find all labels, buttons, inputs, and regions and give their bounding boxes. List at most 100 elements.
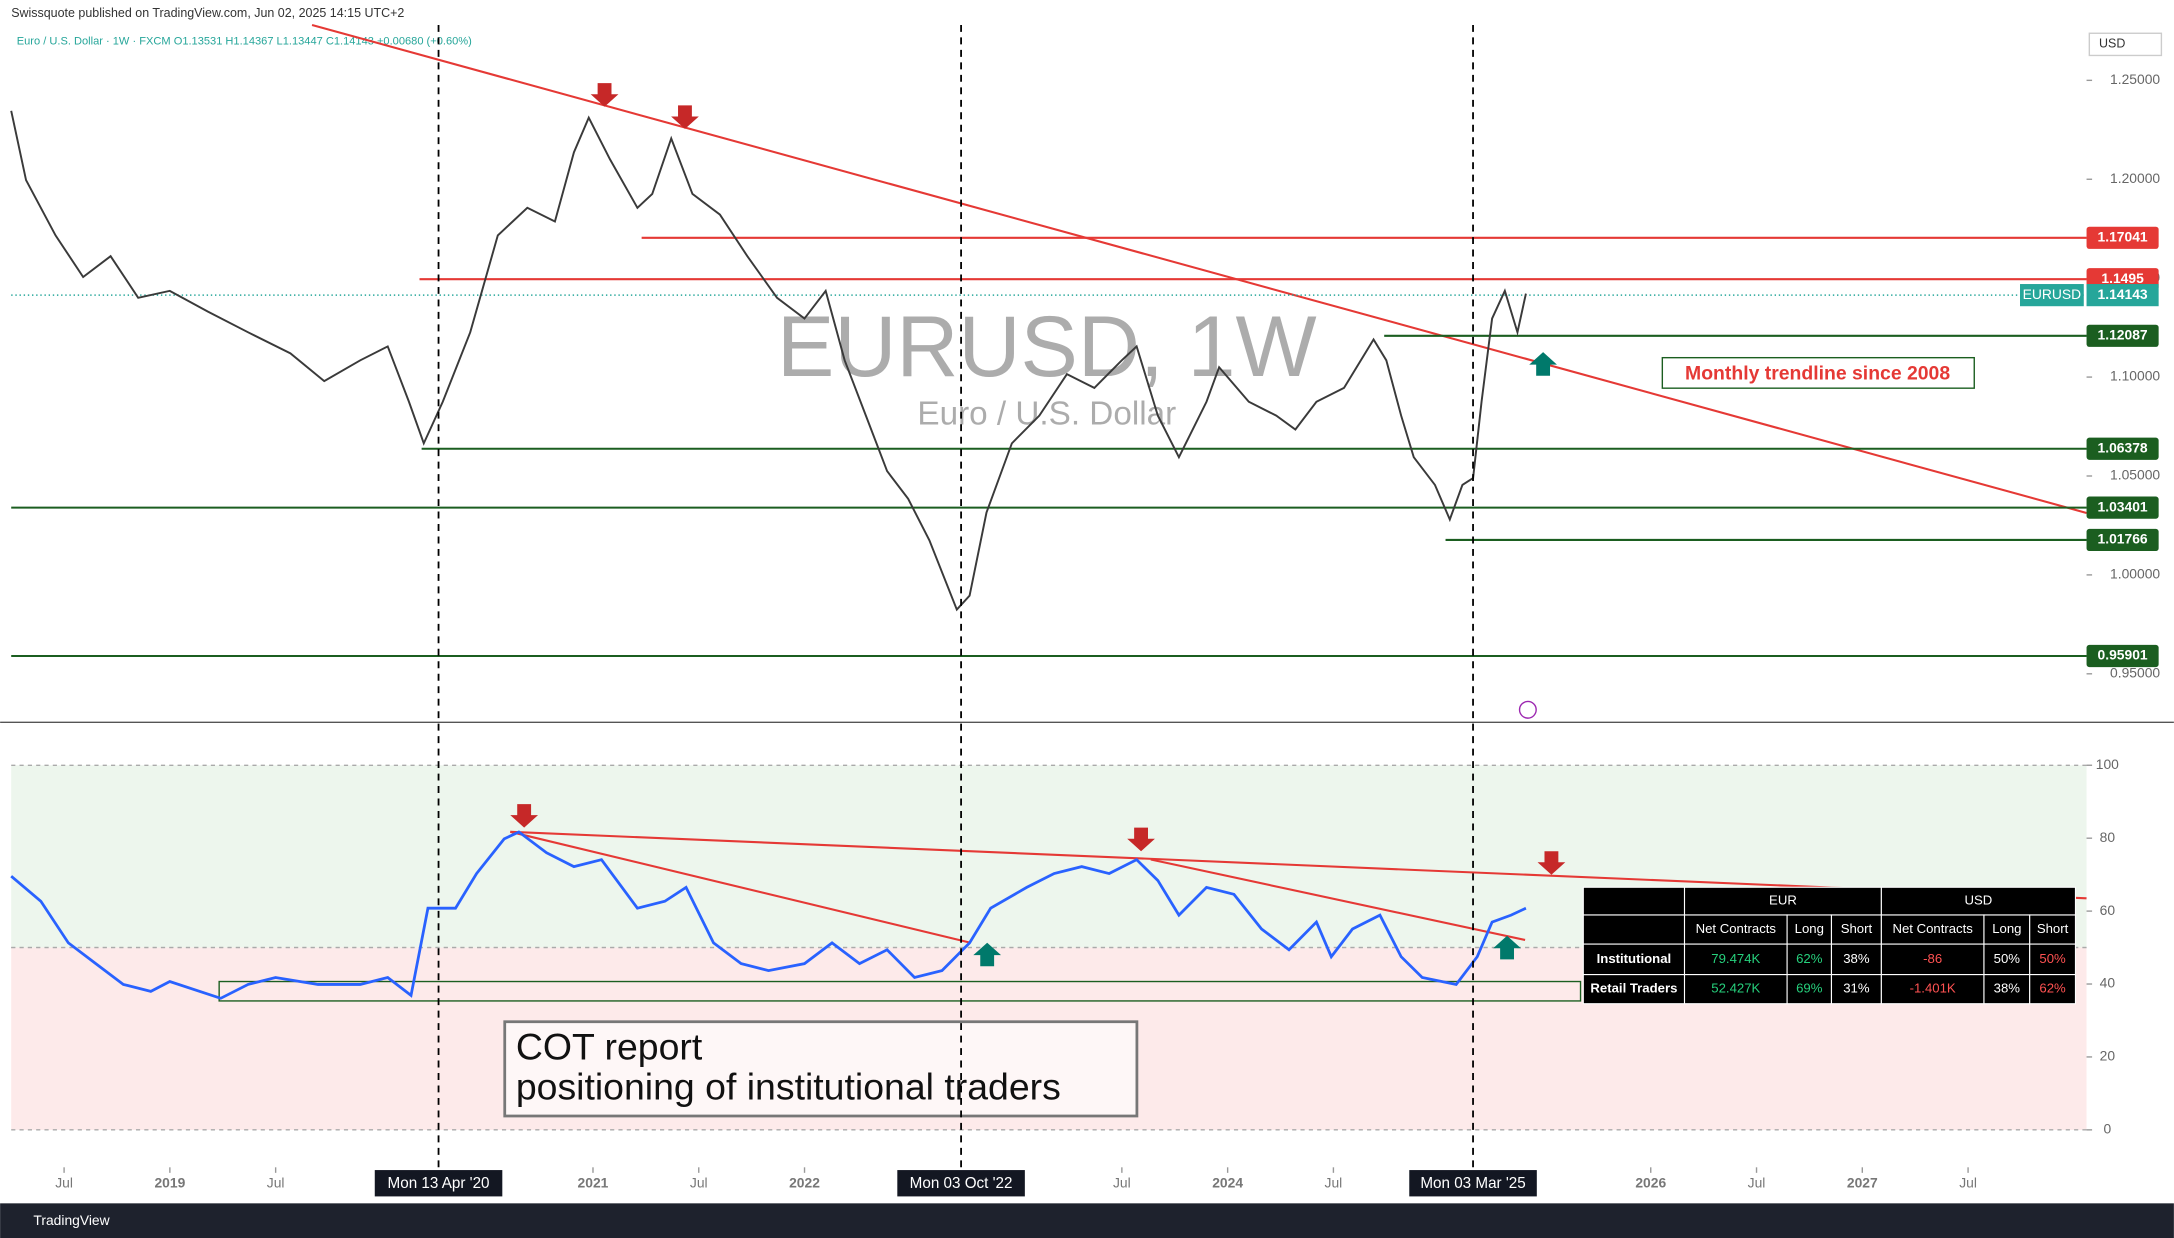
level-label: 1.03401 xyxy=(2098,498,2148,514)
x-tick-label: Jul xyxy=(690,1175,708,1191)
table-cell xyxy=(1582,914,1686,945)
cot-trendline xyxy=(510,830,971,944)
level-label-box xyxy=(2086,496,2159,519)
y-tick-label: 1.20000 xyxy=(2110,170,2160,186)
table-text: Long xyxy=(1992,921,2021,936)
down-arrow xyxy=(1537,851,1566,875)
watermark-subtitle: Euro / U.S. Dollar xyxy=(917,396,1176,433)
level-label: 1.1495 xyxy=(2101,270,2144,286)
table-text: USD xyxy=(1965,893,1993,908)
currency[interactable]: USD xyxy=(2099,37,2125,51)
x-tick-label: Jul xyxy=(1748,1175,1766,1191)
cot-note-line: positioning of institutional traders xyxy=(516,1066,1061,1108)
series-line xyxy=(10,830,1527,1000)
currency-box[interactable] xyxy=(2088,32,2163,57)
symbol-box xyxy=(2020,284,2084,307)
level-label-box xyxy=(2086,437,2159,460)
table-cell xyxy=(1880,974,1985,1005)
y-tick-label: 0 xyxy=(2103,1121,2111,1137)
up-arrow xyxy=(1493,935,1521,960)
last-price-box xyxy=(2086,284,2159,307)
crosshair-label-box xyxy=(1409,1170,1537,1197)
down-arrow xyxy=(671,105,699,129)
level-label: 0.95901 xyxy=(2098,647,2148,663)
y-tick-label: 0.95000 xyxy=(2110,664,2160,680)
x-tick-label: Jul xyxy=(267,1175,285,1191)
y-tick-label: 40 xyxy=(2100,975,2116,991)
y-tick-label: 60 xyxy=(2100,902,2116,918)
table-text: 31% xyxy=(1843,981,1870,996)
table-cell xyxy=(1582,943,1686,976)
table-text: 79.474K xyxy=(1711,951,1760,966)
level-label: 1.17041 xyxy=(2098,228,2148,244)
x-tick-label: Jul xyxy=(1325,1175,1343,1191)
y-tick-label: 1.25000 xyxy=(2110,71,2160,87)
event-icon[interactable] xyxy=(1518,700,1537,719)
down-arrows xyxy=(510,83,1566,875)
cot-note-box xyxy=(503,1020,1139,1118)
up-arrow xyxy=(1529,352,1557,376)
x-tick-label: 2021 xyxy=(578,1175,609,1191)
down-arrow xyxy=(590,83,619,107)
level-label-box xyxy=(2086,644,2159,668)
crosshair-label-box xyxy=(374,1170,503,1197)
table-text: Retail Traders xyxy=(1590,981,1677,996)
crosshair-label: Mon 03 Oct '22 xyxy=(910,1175,1013,1192)
x-tick-label: Jul xyxy=(1113,1175,1131,1191)
table-cell xyxy=(1786,914,1833,945)
table-cell xyxy=(1880,914,1985,945)
cot-range-box xyxy=(218,980,1582,1002)
y-tick-label: 100 xyxy=(2096,756,2119,772)
table-text: EUR xyxy=(1769,893,1797,908)
table-text: Short xyxy=(2037,921,2069,936)
table-text: 38% xyxy=(1994,981,2021,996)
table-text: 38% xyxy=(1843,951,1870,966)
x-tick-label: 2022 xyxy=(789,1175,820,1191)
y-tick-label: 1.10000 xyxy=(2110,368,2160,384)
table-text: 62% xyxy=(1796,951,1823,966)
last-price-label: 1.14143 xyxy=(2098,286,2148,302)
footer: TradingView xyxy=(33,1212,110,1228)
header: Swissquote published on TradingView.com,… xyxy=(11,6,404,20)
table-cell xyxy=(1880,886,2077,916)
footer-bar xyxy=(0,1203,2174,1238)
cot-trendline xyxy=(1150,858,1526,941)
table-text: Institutional xyxy=(1597,951,1672,966)
level-label-box xyxy=(2086,528,2159,552)
cot-note-line: COT report xyxy=(516,1025,703,1067)
trendline xyxy=(311,23,2087,514)
crosshair-label: Mon 03 Mar '25 xyxy=(1420,1175,1525,1192)
up-arrow xyxy=(973,942,1002,967)
table-text: Long xyxy=(1795,921,1824,936)
table-cell xyxy=(1830,974,1882,1005)
y-tick-label: 80 xyxy=(2100,829,2116,845)
x-tick-label: 2027 xyxy=(1847,1175,1878,1191)
x-tick-label: 2026 xyxy=(1635,1175,1666,1191)
x-tick-label: 2019 xyxy=(154,1175,185,1191)
table-text: 50% xyxy=(2039,951,2066,966)
table-text: 50% xyxy=(1994,951,2021,966)
trendline-note: Monthly trendline since 2008 xyxy=(1685,362,1950,384)
table-cell xyxy=(2029,974,2077,1005)
y-tick-label: 20 xyxy=(2100,1048,2116,1064)
table-cell xyxy=(1582,886,1686,916)
level-label-box xyxy=(2086,324,2159,347)
level-label: 1.06378 xyxy=(2098,439,2148,455)
level-label-box xyxy=(2086,226,2159,249)
crosshair-label-box xyxy=(897,1170,1025,1197)
table-text: 69% xyxy=(1796,981,1823,996)
annotation-box xyxy=(1661,356,1975,389)
table-cell xyxy=(1683,943,1788,976)
table-text: -86 xyxy=(1923,951,1942,966)
symbol-label: EURUSD xyxy=(2023,286,2082,302)
x-tick-label: Jul xyxy=(1959,1175,1977,1191)
symbol-info: Euro / U.S. Dollar · 1W · FXCM O1.13531 … xyxy=(17,36,472,48)
table-cell xyxy=(2029,943,2077,976)
table-cell xyxy=(1582,974,1686,1005)
x-tick-label: Jul xyxy=(55,1175,73,1191)
x-tick-label: 2024 xyxy=(1212,1175,1243,1191)
watermark-title: EURUSD, 1W xyxy=(777,299,1317,395)
down-arrow xyxy=(510,804,539,828)
table-text: 62% xyxy=(2039,981,2066,996)
table-text: Net Contracts xyxy=(1696,921,1777,936)
